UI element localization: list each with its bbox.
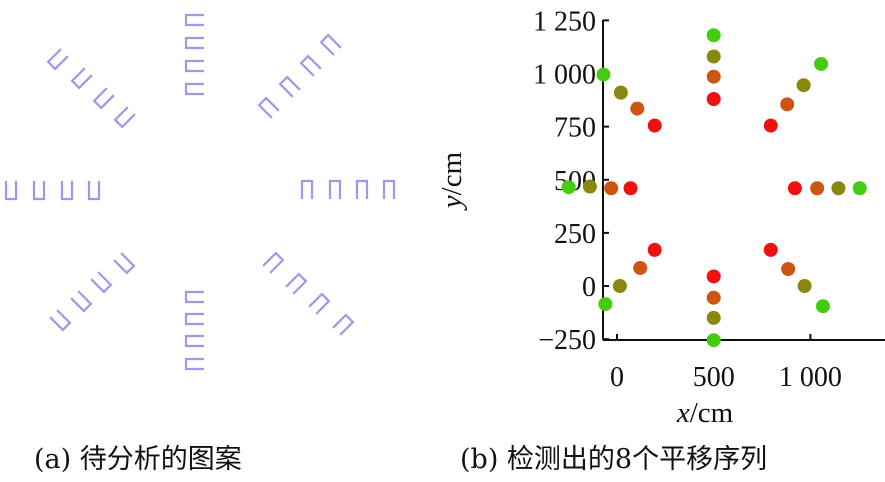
data-point (706, 333, 721, 348)
pattern-bracket (382, 179, 396, 199)
data-point (613, 85, 628, 100)
data-point (763, 242, 778, 257)
data-point (852, 181, 867, 196)
data-point (612, 279, 627, 293)
x-tick-label: 1 000 (779, 362, 842, 393)
data-point (623, 181, 638, 196)
pattern-bracket (92, 87, 115, 110)
pattern-bracket (184, 312, 204, 326)
pattern-bracket (285, 272, 308, 295)
data-point (630, 101, 645, 116)
data-point (781, 262, 796, 276)
data-point (706, 310, 721, 325)
pattern-bracket (70, 290, 93, 313)
pattern-bracket (319, 33, 342, 56)
y-axis-label: y/cm (436, 151, 468, 211)
y-tick-label: 750 (554, 113, 596, 144)
data-point (706, 49, 721, 64)
pattern-bracket (87, 181, 101, 201)
data-point (647, 118, 662, 133)
y-tick-label: 1 250 (533, 6, 596, 37)
data-point (814, 56, 829, 71)
data-point (706, 69, 721, 84)
pattern-bracket (262, 251, 285, 274)
data-point (706, 28, 721, 43)
y-tick-label: 250 (554, 219, 596, 250)
pattern-bracket (184, 13, 204, 27)
pattern-panel (4, 13, 396, 371)
pattern-bracket (70, 67, 93, 90)
pattern-bracket (113, 106, 136, 129)
x-tick-label: 0 (610, 362, 624, 393)
x-ticks: 0 500 1 000 (610, 334, 842, 393)
data-point (561, 180, 576, 195)
x-axis-label: x/cm (676, 397, 734, 429)
caption-b: (b) 检测出的8个平移序列 (460, 444, 768, 475)
data-point (763, 118, 778, 133)
pattern-bracket (355, 179, 369, 199)
data-point (582, 179, 597, 194)
pattern-bracket (332, 313, 355, 336)
data-point (815, 299, 830, 314)
pattern-bracket (328, 179, 342, 199)
data-point (780, 97, 795, 112)
pattern-bracket (184, 59, 204, 73)
pattern-bracket (184, 334, 204, 348)
y-tick-label: 0 (582, 272, 596, 303)
data-point (706, 92, 721, 106)
data-point (596, 67, 611, 82)
pattern-bracket (184, 357, 204, 371)
data-point (706, 269, 721, 284)
data-point (810, 181, 825, 196)
pattern-bracket (46, 48, 69, 71)
data-point (604, 181, 619, 196)
pattern-bracket (4, 181, 18, 201)
pattern-bracket (90, 271, 113, 294)
pattern-bracket (60, 181, 74, 201)
pattern-bracket (257, 96, 280, 119)
x-tick-label: 500 (693, 362, 735, 393)
data-point (633, 260, 648, 275)
pattern-bracket (184, 36, 204, 50)
pattern-bracket (184, 290, 204, 304)
data-point (797, 279, 812, 293)
y-tick-label: −250 (538, 325, 596, 356)
pattern-bracket (32, 181, 46, 201)
pattern-bracket (49, 309, 72, 332)
pattern-bracket (184, 82, 204, 96)
data-point (706, 290, 721, 305)
pattern-bracket (308, 292, 331, 315)
data-point (647, 242, 662, 257)
pattern-bracket (278, 75, 301, 98)
data-points (561, 28, 867, 348)
data-point (796, 78, 811, 93)
caption-a: (a) 待分析的图案 (34, 444, 242, 475)
data-point (831, 181, 846, 196)
y-tick-label: 1 000 (533, 60, 596, 91)
data-point (787, 181, 802, 196)
pattern-bracket (113, 252, 136, 275)
pattern-bracket (300, 179, 314, 199)
data-point (598, 297, 613, 312)
pattern-bracket (299, 54, 322, 77)
